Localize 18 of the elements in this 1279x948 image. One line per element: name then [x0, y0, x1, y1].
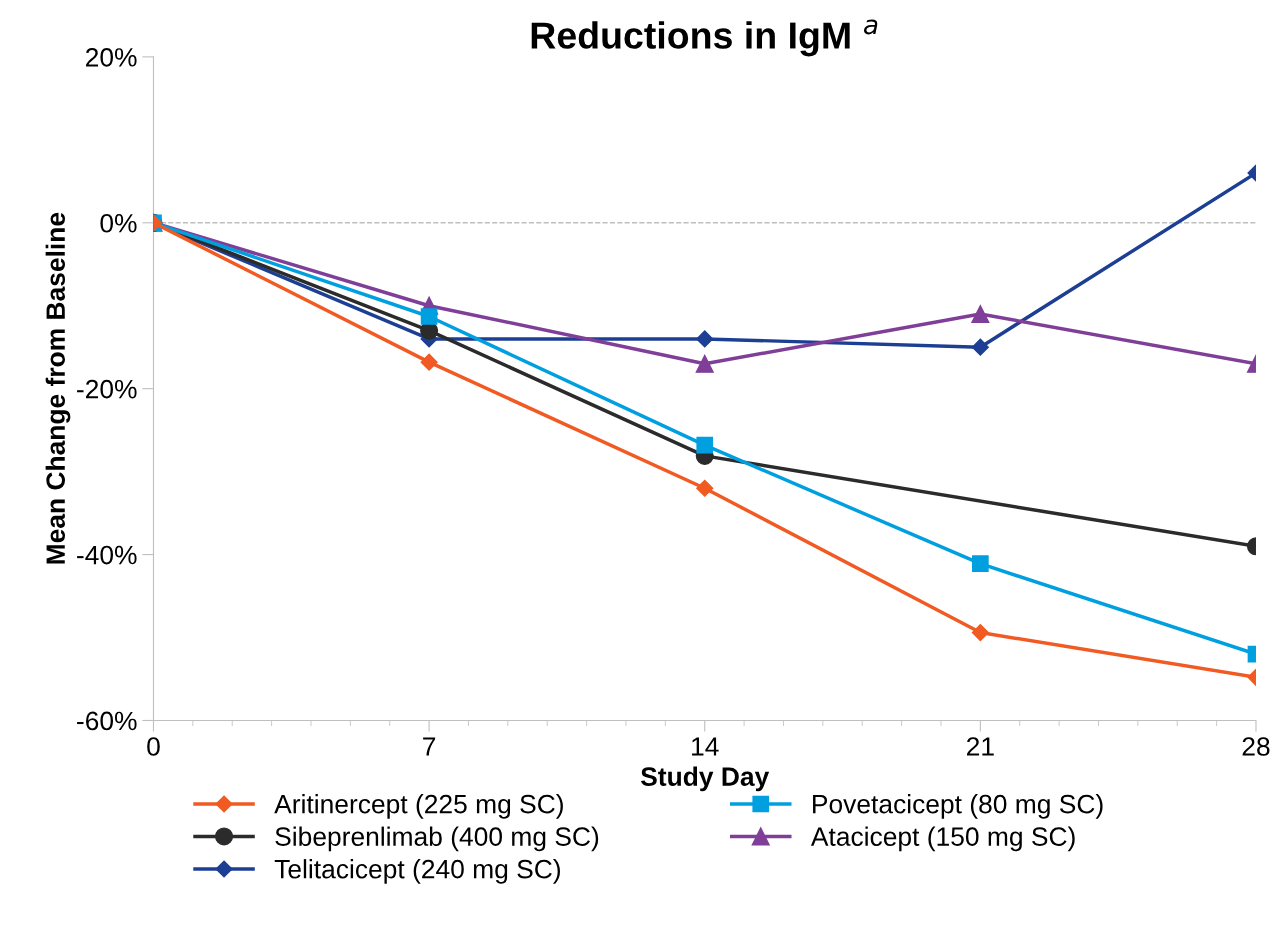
y-tick-label: -40%	[77, 545, 137, 565]
y-tick-label: -60%	[77, 711, 137, 731]
legend-label: Telitacicept (240 mg SC)	[274, 859, 560, 884]
legend-label: Atacicept (150 mg SC)	[810, 826, 1075, 852]
legend-label: Povetacicept (80 mg SC)	[813, 794, 1103, 819]
x-tick-label: 28	[1242, 737, 1270, 756]
y-tick-label: -20%	[77, 379, 137, 399]
x-tick-label: 7	[423, 737, 436, 756]
legend-label: Aritinercept (225 mg SC)	[274, 794, 563, 819]
y-axis-title: Mean Change from Baseline	[45, 212, 71, 564]
x-tick-label: 21	[967, 737, 994, 756]
legend-label: Sibeprenlimab (400 mg SC)	[275, 826, 599, 852]
x-tick-label: 14	[692, 737, 719, 756]
x-tick-label: 0	[147, 737, 160, 756]
chart-title: Reductions in IgM $^{a}$	[531, 19, 878, 57]
y-tick-label: 0%	[100, 213, 137, 233]
x-axis-title: Study Day	[640, 766, 770, 792]
y-tick-label: 20%	[86, 48, 137, 67]
